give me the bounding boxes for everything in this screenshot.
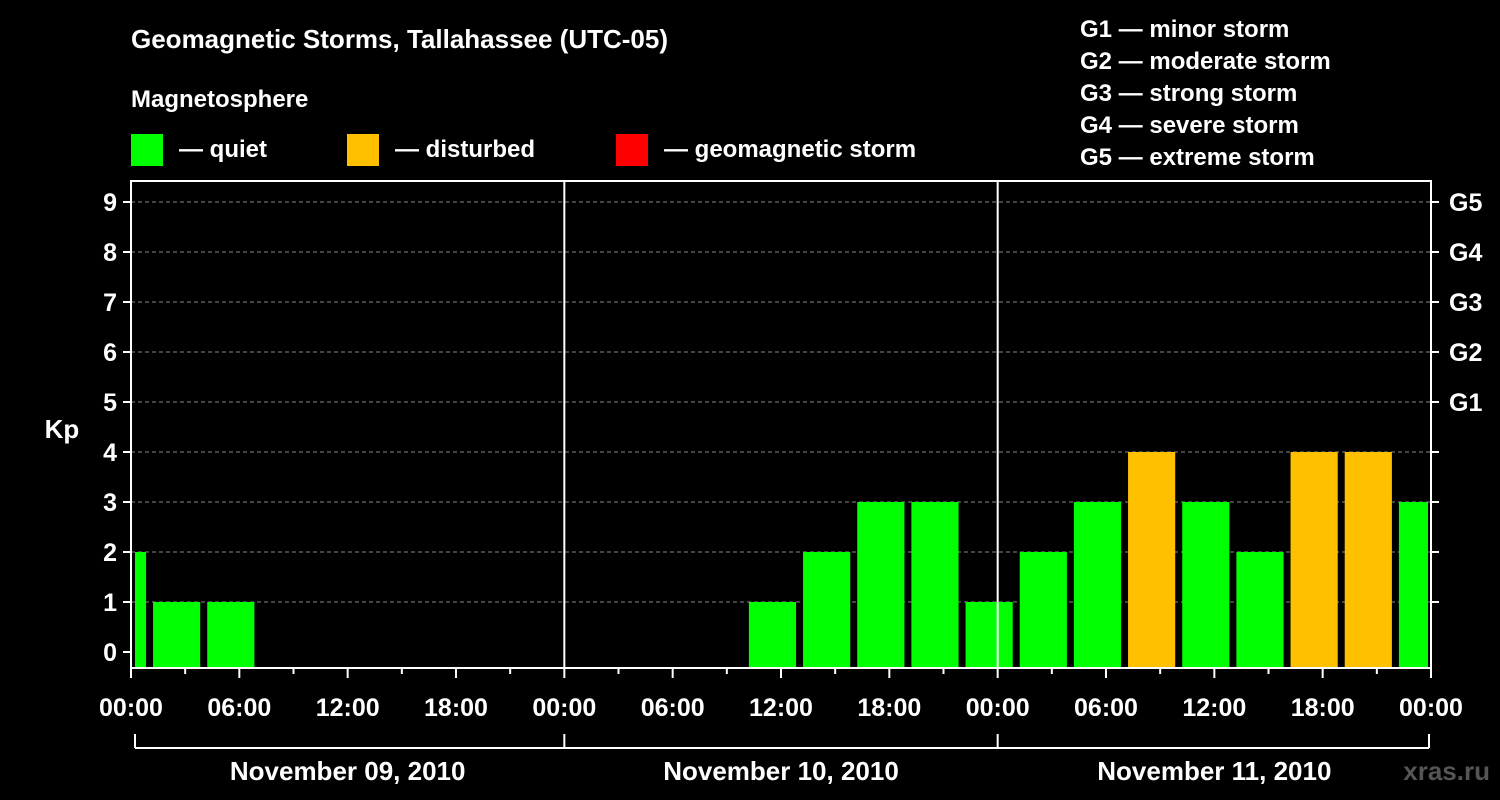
bar-12 — [1236, 552, 1284, 668]
disturbed-swatch — [347, 134, 379, 166]
storm-scale-g5: G5 — extreme storm — [1080, 144, 1315, 171]
bar-10 — [1128, 452, 1176, 668]
ytick-label-1: 1 — [103, 589, 117, 617]
bar-3 — [748, 602, 797, 668]
xtick-label-6: 12:00 — [749, 694, 813, 722]
bar-7 — [965, 602, 1013, 668]
storm-swatch — [616, 134, 648, 166]
chart-title: Geomagnetic Storms, Tallahassee (UTC-05) — [131, 24, 669, 54]
ytick-label-4: 4 — [103, 439, 117, 467]
legend-disturbed-label: — disturbed — [395, 136, 536, 163]
legend-quiet: — quiet — [131, 133, 267, 167]
bar-14 — [1344, 452, 1392, 668]
ytick-label-3: 3 — [103, 489, 117, 517]
xtick-label-12: 00:00 — [1399, 694, 1463, 722]
day-label-1: November 10, 2010 — [663, 756, 899, 786]
watermark: xras.ru — [1403, 756, 1490, 786]
day-label-0: November 09, 2010 — [230, 756, 466, 786]
xtick-label-2: 12:00 — [316, 694, 380, 722]
xtick-label-1: 06:00 — [207, 694, 271, 722]
gscale-label-g2: G2 — [1449, 339, 1482, 367]
bar-9 — [1073, 502, 1122, 668]
bar-4 — [803, 552, 851, 668]
xtick-label-10: 12:00 — [1182, 694, 1246, 722]
bar-13 — [1290, 452, 1338, 668]
bar-1 — [153, 602, 201, 668]
xtick-label-5: 06:00 — [641, 694, 705, 722]
storm-scale-g2: G2 — moderate storm — [1080, 48, 1331, 75]
xtick-label-3: 18:00 — [424, 694, 488, 722]
plot-frame — [130, 180, 1432, 669]
legend-disturbed: — disturbed — [347, 133, 535, 167]
bar-2 — [207, 602, 255, 668]
ytick-label-6: 6 — [103, 339, 117, 367]
y-axis-label: Kp — [45, 414, 80, 444]
bar-15 — [1398, 502, 1428, 668]
xtick-label-7: 18:00 — [857, 694, 921, 722]
bar-8 — [1019, 552, 1067, 668]
storm-scale-g1: G1 — minor storm — [1080, 16, 1290, 43]
xtick-label-9: 06:00 — [1074, 694, 1138, 722]
ytick-label-8: 8 — [103, 239, 117, 267]
gscale-label-g3: G3 — [1449, 289, 1482, 317]
legend-storm: — geomagnetic storm — [616, 133, 916, 167]
legend-quiet-label: — quiet — [179, 136, 267, 163]
storm-scale-legend: G1 — minor storm G2 — moderate storm G3 … — [1080, 14, 1331, 174]
day-label-2: November 11, 2010 — [1097, 756, 1331, 786]
legend-storm-label: — geomagnetic storm — [664, 136, 917, 163]
ytick-label-7: 7 — [103, 289, 117, 317]
ytick-label-5: 5 — [103, 389, 117, 417]
xtick-label-0: 00:00 — [99, 694, 163, 722]
xtick-label-4: 00:00 — [532, 694, 596, 722]
storm-scale-g3: G3 — strong storm — [1080, 80, 1298, 107]
xtick-label-11: 18:00 — [1291, 694, 1355, 722]
gscale-label-g5: G5 — [1449, 189, 1482, 217]
legend-heading: Magnetosphere — [131, 86, 309, 113]
bar-5 — [857, 502, 905, 668]
bar-0 — [135, 552, 147, 668]
ytick-label-2: 2 — [103, 539, 117, 567]
storm-scale-g4: G4 — severe storm — [1080, 112, 1299, 139]
bar-11 — [1182, 502, 1230, 668]
bar-6 — [911, 502, 959, 668]
gscale-label-g1: G1 — [1449, 389, 1482, 417]
xtick-label-8: 00:00 — [966, 694, 1030, 722]
ytick-label-0: 0 — [103, 639, 117, 667]
ytick-label-9: 9 — [103, 189, 117, 217]
quiet-swatch — [131, 134, 163, 166]
gscale-label-g4: G4 — [1449, 239, 1482, 267]
